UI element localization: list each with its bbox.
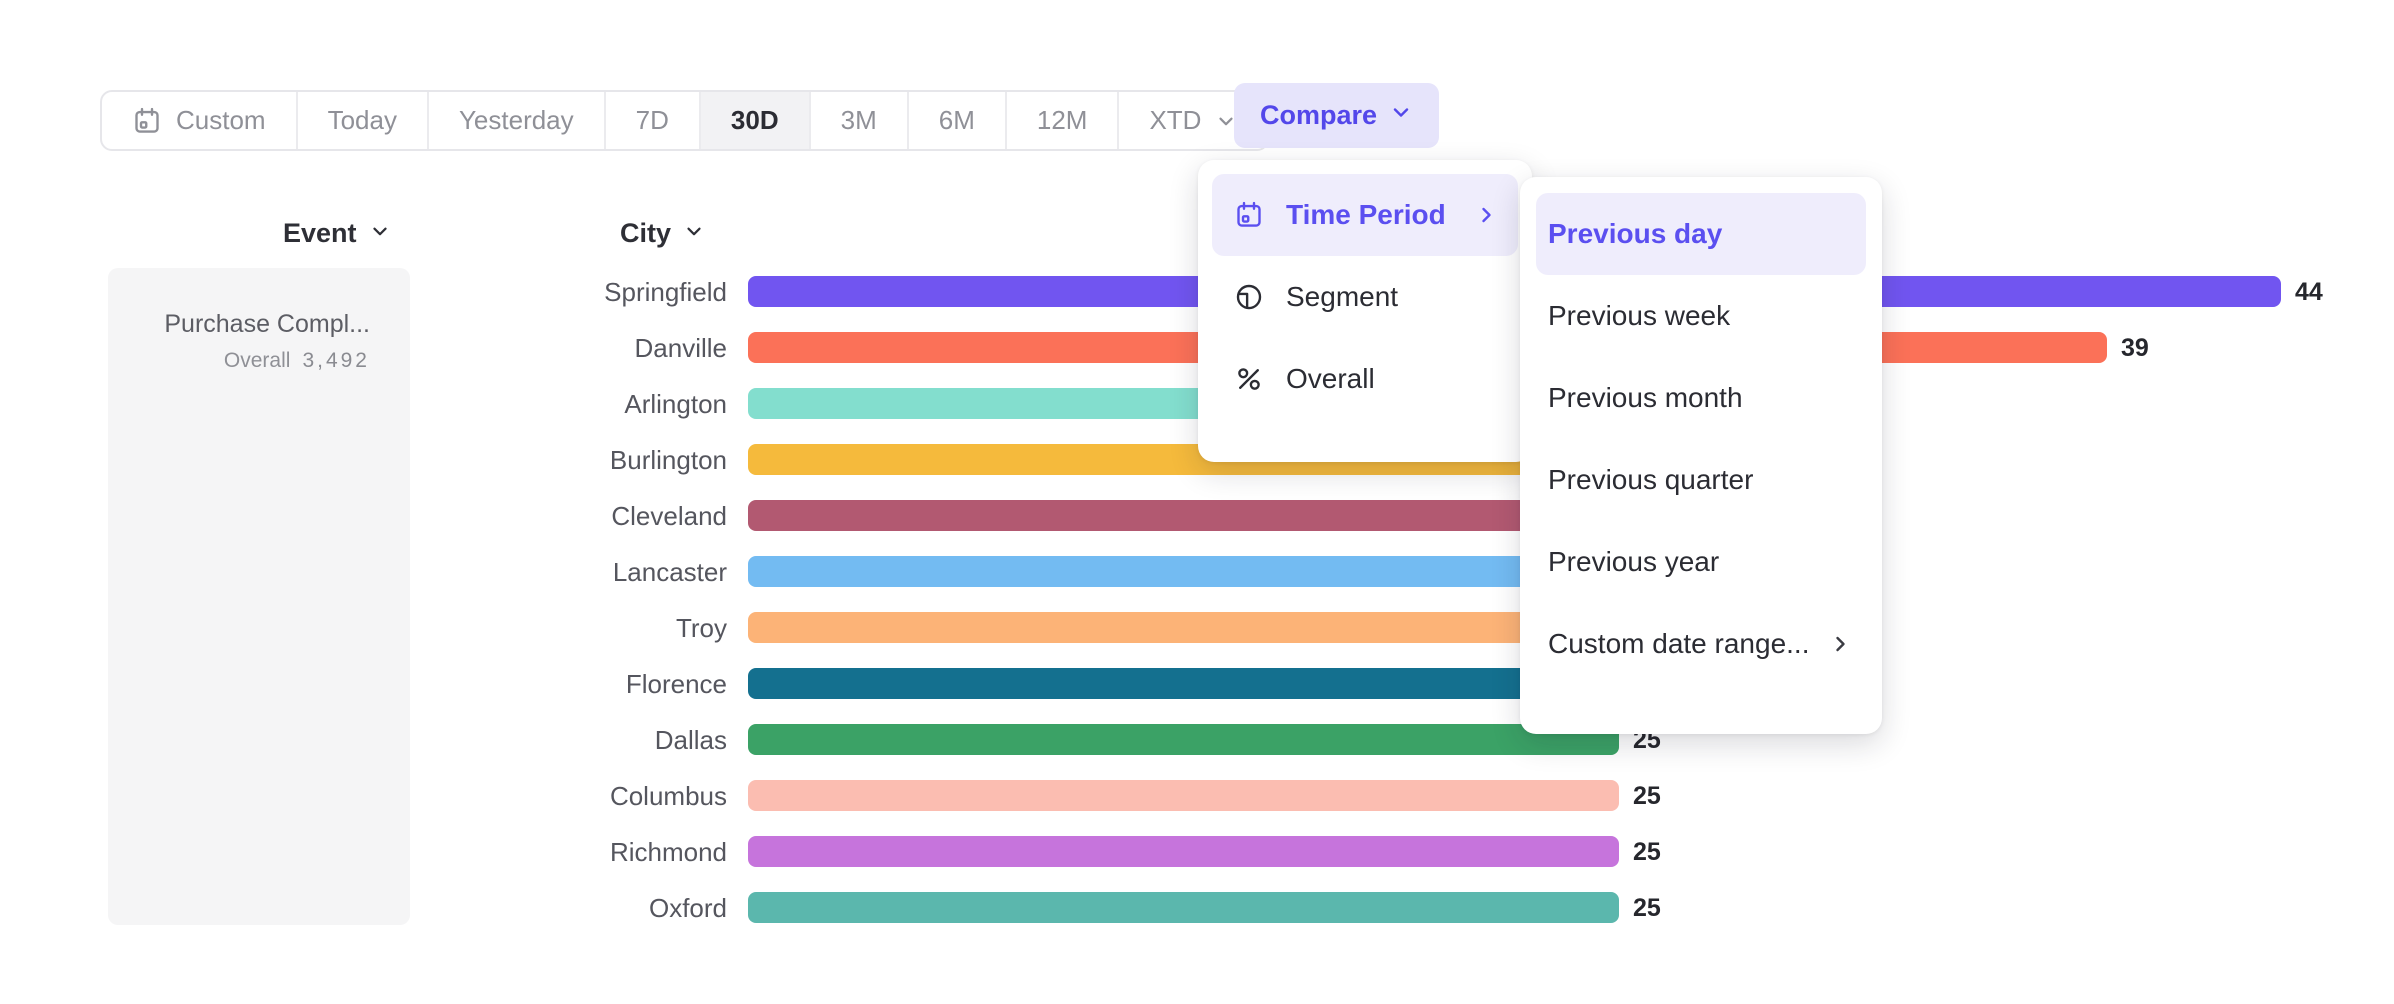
chevron-down-icon: [1219, 117, 1234, 125]
event-card[interactable]: Purchase Compl... Overall 3,492: [108, 268, 410, 373]
chevron-down-icon: [369, 218, 391, 249]
bar-category-label: Cleveland: [611, 501, 727, 531]
range-button-custom[interactable]: Custom: [102, 92, 298, 149]
bar-value-label: 25: [1633, 782, 1661, 810]
bar-columbus[interactable]: [748, 780, 1619, 811]
bar-category-label: Lancaster: [612, 557, 727, 587]
range-button-7d[interactable]: 7D: [606, 92, 701, 149]
period-menu-item-custom-date-range-[interactable]: Custom date range...: [1536, 603, 1866, 685]
time-period-submenu: Previous day Previous week Previous month P…: [1520, 177, 1882, 734]
bar-category-label: Danville: [634, 333, 728, 363]
menu-item-label: Previous day: [1548, 218, 1723, 249]
chevron-right-icon: [1482, 207, 1491, 223]
compare-button[interactable]: Compare: [1234, 83, 1440, 148]
overall-value: 3,492: [302, 349, 370, 372]
overall-label: Overall: [223, 349, 291, 372]
compare-menu-item-segment[interactable]: Segment: [1212, 256, 1518, 338]
compare-button-label: Compare: [1260, 100, 1378, 130]
menu-item-label: Time Period: [1286, 199, 1446, 230]
calendar-icon: [1237, 201, 1261, 227]
date-range-toolbar: Custom Today Yesterday 7D 30D 3M 6M 12M XTD: [100, 90, 1270, 151]
bar-oxford[interactable]: [748, 892, 1619, 923]
event-panel: Purchase Compl... Overall 3,492: [108, 268, 410, 925]
menu-item-label: Previous quarter: [1548, 464, 1754, 495]
range-button-label: 3M: [840, 105, 877, 135]
range-button-label: Custom: [176, 105, 266, 135]
range-button-12m[interactable]: 12M: [1007, 92, 1120, 149]
percent-icon: [1238, 368, 1260, 390]
range-button-xtd[interactable]: XTD: [1119, 92, 1267, 149]
bar-value-label: 39: [2121, 334, 2149, 362]
chevron-down-icon: [687, 227, 701, 236]
range-button-label: 30D: [730, 105, 779, 135]
range-button-3m[interactable]: 3M: [811, 92, 909, 149]
range-button-6m[interactable]: 6M: [909, 92, 1007, 149]
compare-menu-item-overall[interactable]: Overall: [1212, 338, 1518, 420]
city-column-header[interactable]: City: [620, 218, 705, 249]
event-column-header[interactable]: Event: [283, 218, 391, 249]
menu-item-label: Previous month: [1548, 382, 1743, 413]
bar-dallas[interactable]: [748, 724, 1619, 755]
bar-category-label: Florence: [625, 669, 727, 699]
bar-category-label: Troy: [675, 613, 727, 643]
bar-category-label: Richmond: [609, 837, 727, 867]
compare-menu: Time Period Segment Overall: [1198, 160, 1532, 462]
bar-category-label: Arlington: [624, 389, 727, 419]
chevron-down-icon: [1393, 108, 1409, 117]
bar-category-label: Burlington: [609, 445, 727, 475]
event-overall: Overall 3,492: [128, 349, 370, 373]
period-menu-item-previous-year[interactable]: Previous year: [1536, 521, 1866, 603]
bar-value-label: 44: [2295, 278, 2323, 306]
menu-item-label: Previous week: [1548, 300, 1731, 331]
range-button-label: 12M: [1036, 105, 1088, 135]
bar-value-label: 25: [1633, 838, 1661, 866]
bar-category-label: Dallas: [654, 725, 727, 755]
range-button-today[interactable]: Today: [298, 92, 429, 149]
bar-florence[interactable]: [748, 668, 1654, 699]
pie-segment-icon: [1236, 284, 1262, 310]
bar-category-label: Oxford: [648, 893, 727, 923]
range-button-yesterday[interactable]: Yesterday: [429, 92, 606, 149]
range-button-30d[interactable]: 30D: [700, 92, 811, 149]
compare-menu-item-time-period[interactable]: Time Period: [1212, 174, 1518, 256]
period-menu-item-previous-day[interactable]: Previous day: [1536, 193, 1866, 275]
period-menu-item-previous-quarter[interactable]: Previous quarter: [1536, 439, 1866, 521]
range-button-label: 7D: [635, 105, 669, 135]
chevron-right-icon: [1836, 636, 1845, 652]
range-button-label: 6M: [938, 105, 975, 135]
menu-item-label: Segment: [1286, 281, 1399, 312]
bar-category-label: Springfield: [604, 277, 727, 307]
city-column-header-label: City: [619, 218, 671, 248]
range-button-label: Yesterday: [458, 105, 574, 135]
chevron-down-icon: [683, 218, 705, 249]
chevron-down-icon: [372, 227, 387, 236]
chevron-down-icon: [1389, 100, 1413, 131]
menu-item-label: Overall: [1286, 363, 1375, 394]
bar-richmond[interactable]: [748, 836, 1619, 867]
range-button-label: Today: [327, 105, 397, 135]
bar-category-label: Columbus: [609, 781, 727, 811]
calendar-icon: [135, 107, 159, 133]
range-button-label: XTD: [1149, 105, 1202, 135]
menu-item-label: Custom date range...: [1548, 628, 1810, 659]
period-menu-item-previous-month[interactable]: Previous month: [1536, 357, 1866, 439]
event-name: Purchase Compl...: [164, 310, 370, 338]
bar-value-label: 25: [1633, 894, 1661, 922]
event-column-header-label: Event: [283, 218, 357, 248]
period-menu-item-previous-week[interactable]: Previous week: [1536, 275, 1866, 357]
menu-item-label: Previous year: [1548, 546, 1720, 577]
